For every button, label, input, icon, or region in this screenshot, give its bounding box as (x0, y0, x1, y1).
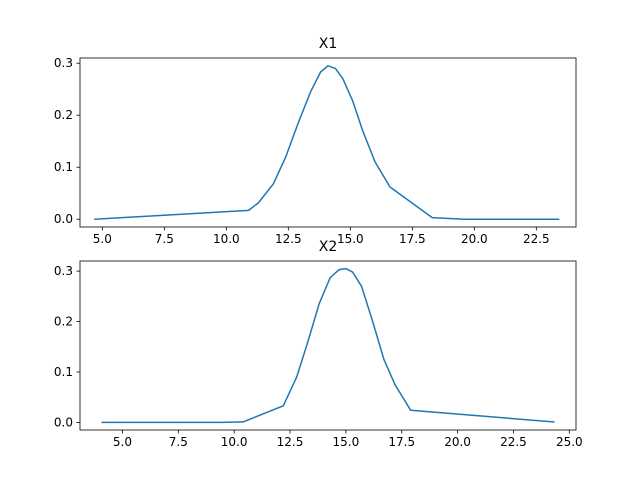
chart-title: X1 (319, 36, 338, 52)
x-tick-label: 22.5 (500, 435, 527, 449)
x-axis: 5.0 7.5 10.0 12.5 15.0 17.5 20.0 22.5 (93, 227, 550, 246)
x-tick-label: 17.5 (399, 232, 426, 246)
y-tick-label: 0.3 (54, 56, 73, 70)
plot-frame (79, 260, 577, 431)
x-tick-label: 25.0 (556, 435, 583, 449)
x-tick-label: 12.5 (275, 232, 302, 246)
y-tick-label: 0.2 (54, 315, 73, 329)
y-tick-label: 0.0 (54, 415, 73, 429)
x-tick-label: 5.0 (113, 435, 132, 449)
y-axis: 0.0 0.1 0.2 0.3 (54, 264, 80, 429)
x-tick-label: 5.0 (93, 232, 112, 246)
y-tick-label: 0.3 (54, 264, 73, 278)
y-tick-label: 0.2 (54, 108, 73, 122)
x-tick-label: 15.0 (337, 232, 364, 246)
plot-frame (79, 57, 577, 228)
x-tick-label: 22.5 (523, 232, 550, 246)
x-tick-label: 20.0 (444, 435, 471, 449)
y-axis: 0.0 0.1 0.2 0.3 (54, 56, 80, 226)
x-tick-label: 20.0 (461, 232, 488, 246)
x-tick-label: 7.5 (155, 232, 174, 246)
chart-title: X2 (319, 239, 338, 255)
x-axis: 5.0 7.5 10.0 12.5 15.0 17.5 20.0 22.5 25.0 (113, 430, 583, 449)
x-tick-label: 12.5 (277, 435, 304, 449)
y-tick-label: 0.1 (54, 160, 73, 174)
x-tick-label: 10.0 (213, 232, 240, 246)
series-line (101, 267, 555, 424)
subplot-x1: X1 5.0 7.5 10.0 12.5 15.0 17.5 20.0 22.5 0.0 0.1… (54, 36, 577, 246)
x-tick-label: 15.0 (333, 435, 360, 449)
y-tick-label: 0.1 (54, 365, 73, 379)
y-tick-label: 0.0 (54, 212, 73, 226)
x-tick-label: 7.5 (169, 435, 188, 449)
x-tick-label: 10.0 (221, 435, 248, 449)
series-line (94, 65, 560, 220)
x-tick-label: 17.5 (388, 435, 415, 449)
subplot-x2: X2 5.0 7.5 10.0 12.5 15.0 17.5 20.0 22.5 25.0 0.… (54, 239, 583, 449)
